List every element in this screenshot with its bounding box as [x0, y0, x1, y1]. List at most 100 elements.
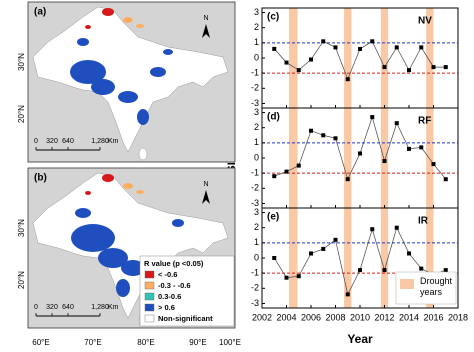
lat-label: 20°N	[17, 271, 26, 289]
data-point	[419, 45, 424, 50]
x-tick-label: 2018	[448, 312, 468, 322]
data-point	[345, 177, 350, 182]
x-tick-label: 2002	[252, 312, 272, 322]
x-tick-label: 2012	[374, 312, 394, 322]
data-point	[443, 268, 448, 273]
x-tick-label: 2006	[301, 312, 321, 322]
y-tick-label: -3	[251, 98, 259, 108]
data-point	[345, 292, 350, 297]
data-point	[296, 68, 301, 73]
data-point	[321, 246, 326, 251]
data-point	[370, 39, 375, 44]
correlation-area	[77, 38, 89, 46]
correlation-area	[136, 24, 144, 28]
scale-label: 640	[62, 138, 74, 145]
correlation-area	[123, 17, 133, 23]
data-point	[370, 115, 375, 120]
north-label: N	[203, 181, 208, 188]
data-point	[321, 133, 326, 138]
x-axis-label: Year	[347, 332, 373, 346]
data-point	[321, 39, 326, 44]
y-tick-label: 3	[254, 7, 259, 17]
drought-band	[344, 208, 352, 308]
data-point	[419, 145, 424, 150]
drought-band	[380, 208, 389, 308]
data-point	[407, 251, 411, 256]
panel-name: RF	[418, 116, 431, 127]
scale-label: 640	[62, 304, 74, 311]
drought-band	[380, 8, 389, 108]
panel-label: (d)	[267, 112, 280, 123]
data-point	[443, 65, 448, 70]
correlation-area	[91, 79, 115, 95]
y-tick-label: 3	[254, 107, 259, 117]
data-point	[407, 146, 411, 151]
data-point	[309, 251, 313, 256]
y-tick-label: 2	[254, 122, 259, 132]
data-point	[407, 68, 411, 73]
north-arrow	[202, 190, 210, 204]
data-point	[431, 162, 436, 167]
data-point	[333, 45, 338, 50]
panel-name: IR	[418, 216, 429, 227]
panel-label: (e)	[267, 212, 279, 223]
y-tick-label: -2	[251, 83, 259, 93]
data-point	[284, 275, 289, 280]
data-point	[358, 151, 362, 156]
correlation-area	[85, 191, 91, 195]
lat-label: 20°N	[17, 105, 26, 123]
y-tick-label: 2	[254, 22, 259, 32]
correlation-area	[98, 248, 128, 268]
data-point	[272, 256, 277, 260]
scale-label: 320	[46, 304, 58, 311]
data-point	[296, 274, 301, 279]
correlation-area	[116, 279, 130, 297]
panel-label: (a)	[34, 7, 46, 18]
y-tick-label: 0	[254, 152, 259, 162]
lon-label: 100°E	[219, 338, 241, 347]
y-tick-label: -1	[251, 268, 259, 278]
correlation-area	[121, 260, 145, 276]
correlation-area	[102, 174, 114, 182]
data-point	[382, 268, 387, 273]
y-tick-label: 1	[254, 37, 259, 47]
drought-band	[288, 108, 298, 208]
x-tick-label: 2016	[423, 312, 443, 322]
y-tick-label: 1	[254, 137, 259, 147]
data-point	[419, 266, 424, 271]
data-point	[394, 45, 399, 50]
data-point	[394, 121, 399, 126]
data-point	[309, 57, 313, 62]
data-point	[296, 163, 301, 168]
map-panel: (a) N 0 320 640 1,280 Km	[27, 1, 236, 163]
scale-label: 0	[34, 304, 38, 311]
legend-label: -0.3 - -0.6	[158, 281, 191, 290]
drought-band	[380, 108, 389, 208]
data-point	[309, 128, 313, 133]
correlation-area	[102, 8, 114, 16]
band-legend-swatch	[400, 279, 414, 289]
x-tick-label: 2014	[399, 312, 419, 322]
lon-label: 60°E	[32, 338, 49, 347]
y-tick-label: 0	[254, 52, 259, 62]
x-tick-label: 2008	[325, 312, 345, 322]
legend-swatch	[144, 314, 155, 323]
drought-band	[288, 208, 298, 308]
legend-label: > 0.6	[158, 303, 175, 312]
data-point	[272, 46, 277, 51]
lon-label: 80°E	[137, 338, 154, 347]
drought-band	[426, 108, 434, 208]
data-point	[333, 136, 338, 141]
drought-band	[426, 8, 434, 108]
scale-label: 0	[34, 138, 38, 145]
y-tick-label: -2	[251, 183, 259, 193]
correlation-area	[150, 67, 166, 77]
lon-label: 70°E	[84, 338, 101, 347]
y-tick-label: -2	[251, 283, 259, 293]
scale-unit: Km	[108, 138, 119, 145]
panel-label: (c)	[267, 12, 279, 23]
data-point	[358, 268, 362, 273]
legend-label: Non-significant	[158, 314, 213, 323]
